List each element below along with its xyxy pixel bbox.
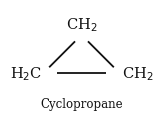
Text: Cyclopropane: Cyclopropane <box>40 97 123 110</box>
Text: CH$_2$: CH$_2$ <box>66 16 97 34</box>
Text: H$_2$C: H$_2$C <box>10 65 42 82</box>
Text: CH$_2$: CH$_2$ <box>121 65 153 82</box>
